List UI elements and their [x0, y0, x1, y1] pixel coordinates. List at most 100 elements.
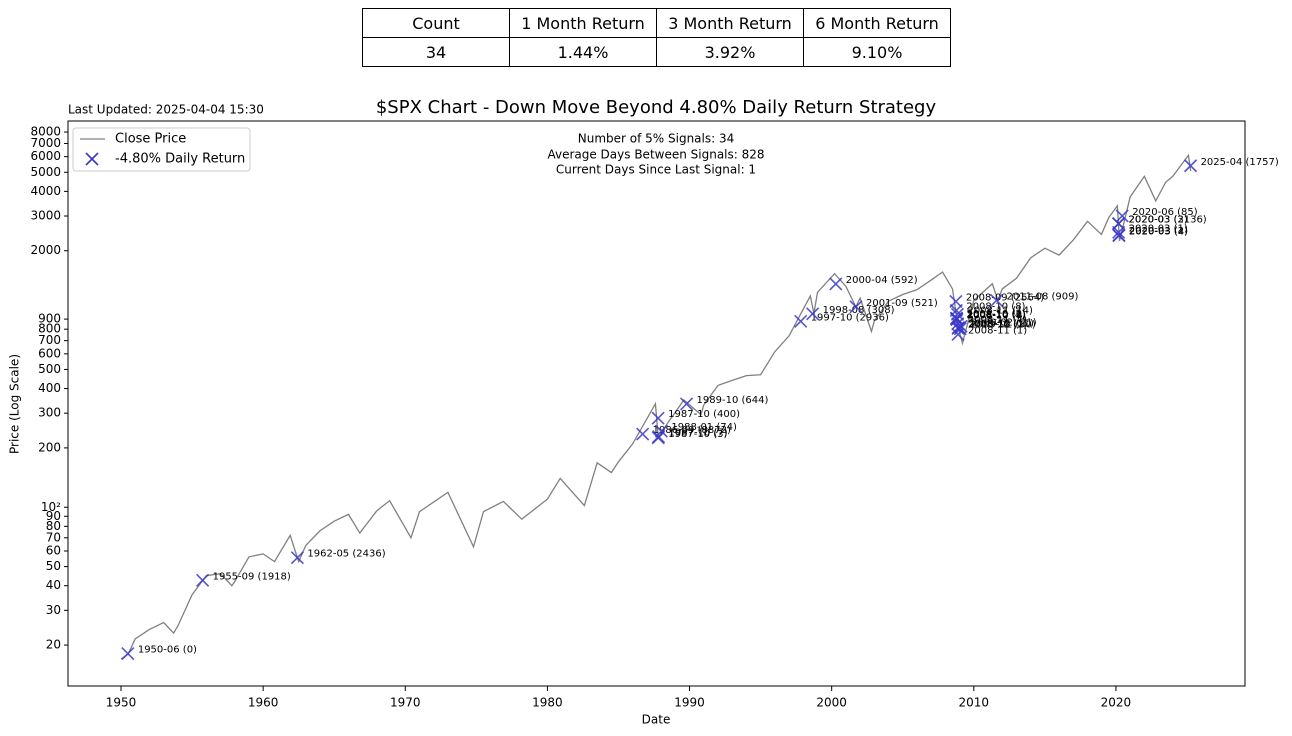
signal-marker [290, 551, 304, 565]
signal-marker [953, 322, 967, 336]
chart-title: $SPX Chart - Down Move Beyond 4.80% Dail… [376, 97, 937, 118]
signal-label: 2008-10 (6) [967, 309, 1026, 320]
x-tick-label: 1980 [532, 696, 563, 710]
value-row: 34 1.44% 3.92% 9.10% [362, 37, 951, 67]
signal-label: 2001-09 (521) [866, 298, 938, 309]
signal-label: 1955-09 (1918) [213, 571, 291, 582]
x-tick-label: 2010 [959, 696, 990, 710]
y-tick-label: 30 [46, 603, 61, 617]
signal-marker [829, 277, 843, 291]
signal-label: 2008-10 (7) [967, 310, 1026, 321]
signal-label: 2000-04 (592) [846, 275, 918, 286]
x-tick-label: 1960 [248, 696, 279, 710]
signal-label: 2020-03 (3136) [1129, 215, 1207, 226]
signal-marker [1112, 228, 1126, 242]
y-tick-label: 800 [38, 322, 61, 336]
signal-label: 1997-10 (2936) [811, 312, 889, 323]
y-tick-label: 600 [38, 346, 61, 360]
signal-marker [1112, 225, 1126, 239]
signal-label: 2008-12 (11) [968, 319, 1034, 330]
y-tick-label: 8000 [30, 125, 61, 139]
signal-marker [679, 397, 694, 411]
legend-box [72, 127, 251, 172]
stats-table: Count 1 Month Return 3 Month Return 6 Mo… [362, 8, 951, 67]
y-tick-label: 20 [46, 638, 61, 652]
x-tick-label: 1950 [106, 696, 137, 710]
signal-marker [636, 427, 650, 441]
signal-label: 2009-02 (21) [971, 317, 1037, 328]
header-cell: 6 Month Return [803, 8, 951, 38]
signal-label: 2020-03 (4) [1129, 227, 1188, 238]
signal-label: 2008-10 (1) [967, 310, 1026, 321]
signal-marker [954, 319, 968, 333]
signal-label: 1962-05 (2436) [307, 549, 385, 560]
signal-label: 1989-10 (644) [697, 395, 769, 406]
legend-label: -4.80% Daily Return [115, 152, 245, 167]
y-tick-label: 6000 [30, 149, 61, 163]
price-line [120, 153, 1192, 660]
signal-label: 1986-09 (8872) [653, 425, 731, 436]
y-tick-label: 700 [38, 333, 61, 347]
signal-label: 2020-03 (2) [1129, 215, 1188, 226]
y-tick-label: 90 [46, 509, 61, 523]
y-tick-label: 40 [46, 578, 61, 592]
y-tick-label: 50 [46, 559, 61, 573]
signal-marker [196, 573, 210, 587]
annotation: Number of 5% Signals: 34 [578, 132, 735, 146]
signal-marker [1115, 209, 1129, 223]
signal-label: 2011-08 (909) [1007, 291, 1079, 302]
y-tick-label: 200 [38, 440, 61, 454]
signal-label: 1987-10 (400) [668, 409, 740, 420]
signal-marker [849, 300, 863, 314]
y-tick-label: 400 [38, 381, 61, 395]
signal-label: 2020-03 (1) [1129, 223, 1188, 234]
signal-label: 2008-09 (2564) [966, 292, 1044, 303]
cell: 9.10% [803, 37, 951, 67]
y-tick-label: 2000 [30, 243, 61, 257]
signal-label: 1987-10 (3) [668, 429, 727, 440]
signal-label: 2020-06 (85) [1132, 207, 1198, 218]
x-tick-label: 2020 [1101, 696, 1132, 710]
signal-marker [806, 307, 820, 321]
signal-label: 2008-11 (7) [968, 315, 1027, 326]
signal-marker [651, 411, 665, 425]
annotation: Average Days Between Signals: 828 [547, 148, 764, 162]
y-axis-label: Price (Log Scale) [8, 354, 22, 454]
signal-label: 2008-11 (1) [968, 325, 1027, 336]
signal-label: 2025-04 (1757) [1201, 157, 1279, 168]
signal-label: 2008-10 (2) [966, 309, 1025, 320]
signal-marker [121, 647, 135, 661]
updated-note: Last Updated: 2025-04-04 15:30 [68, 103, 264, 117]
y-tick-label: 500 [38, 362, 61, 376]
x-axis-label: Date [642, 713, 671, 727]
x-tick-label: 1990 [674, 696, 705, 710]
signal-marker [989, 293, 1004, 308]
signal-label: 1950-06 (0) [138, 645, 197, 656]
legend-label: Close Price [115, 132, 186, 147]
header-cell: 1 Month Return [509, 8, 657, 38]
signal-label: 1988-01 (74) [671, 422, 737, 433]
y-tick-label: 5000 [30, 165, 61, 179]
signal-marker [1183, 159, 1198, 173]
legend-marker [85, 152, 99, 166]
y-tick-label: 70 [46, 530, 61, 544]
y-tick-label: 300 [38, 406, 61, 420]
signal-label: 1987-10 (7) [669, 428, 728, 439]
plot-frame [67, 120, 1246, 687]
y-tick-label: 80 [46, 519, 61, 533]
y-tick-label: 7000 [30, 136, 61, 150]
cell: 3.92% [656, 37, 804, 67]
signal-label: 2008-11 (7) [968, 319, 1027, 330]
y-tick-label: 10² [41, 500, 61, 514]
y-tick-label: 900 [38, 312, 61, 326]
signal-label: 2009-01 (50) [970, 320, 1036, 331]
signal-marker [654, 424, 668, 438]
y-tick-label: 3000 [30, 209, 61, 223]
x-tick-label: 1970 [390, 696, 421, 710]
signal-label: 2008-10 (8) [966, 301, 1025, 312]
y-tick-label: 4000 [30, 184, 61, 198]
signal-marker [794, 314, 808, 328]
y-tick-label: 60 [46, 543, 61, 557]
